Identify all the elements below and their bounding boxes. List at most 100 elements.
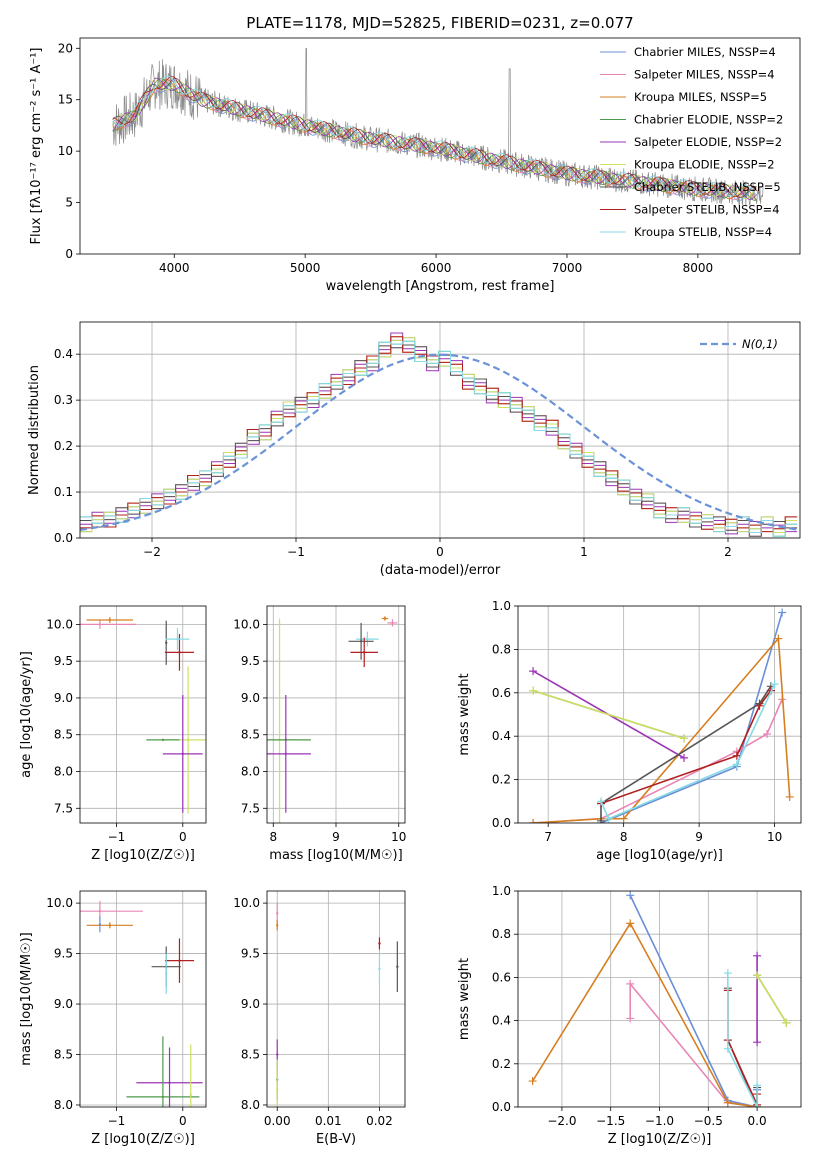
z-weight-xtick-label: 0.0 (748, 1114, 767, 1128)
z-age-ytick-label: 7.5 (54, 801, 73, 815)
weight-marker (619, 814, 628, 823)
residuals-xlabel: (data-model)/error (380, 563, 501, 578)
errorbar-point (363, 651, 366, 654)
spectrum-axes: 4000 5000 6000 7000 8000 0 5 10 15 20 wavelength [… (29, 37, 801, 294)
z-mass-xlabel: Z [log10(Z/Z☉)] (91, 1132, 195, 1147)
weight-marker (753, 1103, 762, 1107)
age-weight-xtick-label: 7 (544, 830, 552, 844)
spectrum-xtick-label: 8000 (683, 261, 714, 275)
spectrum-frame (79, 37, 801, 255)
weight-line-kroupa-miles (531, 921, 758, 1107)
weight-marker (774, 634, 783, 643)
errorbar-point (98, 909, 102, 913)
mass-age-ytick-label: 9.5 (241, 654, 260, 668)
ebv-mass-ytick-label: 8.0 (241, 1098, 260, 1112)
spectrum-model-salpeter-miles (112, 79, 758, 201)
errorbar-point (165, 641, 168, 644)
legend-label: Chabrier STELIB, NSSP=5 (634, 180, 781, 194)
z-age-ytick-label: 8.0 (54, 765, 73, 779)
z-mass-ytick-label: 9.0 (54, 997, 73, 1011)
z-age-plot-area (80, 606, 206, 823)
errorbar-point (161, 1095, 165, 1099)
errorbar-point (378, 942, 381, 945)
age-weight-plot-area (518, 606, 801, 823)
age-weight-xlabel: age [log10(age/yr)] (596, 848, 723, 863)
age-weight-ytick-label: 0.0 (492, 816, 511, 830)
spectrum-model-chabrier-miles (112, 80, 758, 202)
mass-age-plot-area (267, 606, 405, 823)
errorbar-point (378, 967, 381, 970)
errorbar-point (276, 924, 279, 927)
ebv-mass-frame (266, 890, 406, 1108)
ebv-mass-ytick-label: 9.5 (241, 947, 260, 961)
weight-marker (597, 797, 606, 806)
errorbar-point (178, 959, 181, 962)
weight-marker (529, 686, 538, 695)
z-age-ytick-label: 10.0 (46, 617, 73, 631)
weight-marker (770, 680, 779, 689)
z-weight-plot-area (518, 891, 801, 1107)
mass-age-ytick-label: 9.0 (241, 691, 260, 705)
errorbar-point (178, 651, 181, 654)
age-weight-axes: 7 8 9 10 0.0 0.2 0.4 0.6 0.8 1.0 age [log10(age/yr… (457, 599, 802, 863)
weight-marker (723, 1044, 732, 1053)
mass-age-ytick-label: 7.5 (241, 801, 260, 815)
age-weight-xtick-label: 10 (767, 830, 782, 844)
mass-age-ytick-label: 8.5 (241, 728, 260, 742)
weight-marker (604, 814, 613, 823)
spectrum-xtick-label: 5000 (290, 261, 321, 275)
residuals-ylabel: Normed distribution (27, 365, 42, 495)
z-mass-xtick-label: 0 (179, 1114, 187, 1128)
z-age-xtick-label: 0 (179, 830, 187, 844)
weight-marker (732, 760, 741, 769)
errorbar-point (98, 923, 102, 926)
z-weight-frame (517, 890, 802, 1108)
z-weight-ytick-label: 0.0 (492, 1100, 511, 1114)
errorbar-point (165, 972, 168, 975)
mass-age-xtick-label: 9 (332, 830, 340, 844)
weight-marker (753, 1038, 762, 1047)
z-age-ytick-label: 9.0 (54, 691, 73, 705)
residuals-xtick-label: −2 (143, 545, 161, 559)
z-weight-xtick-label: −2.0 (547, 1114, 576, 1128)
residuals-ytick-label: 0.3 (54, 393, 73, 407)
spectrum-xtick-label: 4000 (159, 261, 190, 275)
legend-label: Salpeter MILES, NSSP=4 (634, 68, 775, 82)
weight-marker (597, 816, 606, 823)
z-age-xtick-label: −1 (108, 830, 126, 844)
legend-label: N(0,1) (742, 337, 778, 351)
z-age-ylabel: age [log10(age/yr)] (19, 651, 34, 778)
weight-marker (529, 667, 538, 676)
mass-age-xtick-label: 10 (391, 830, 406, 844)
z-mass-xtick-label: −1 (108, 1114, 126, 1128)
mass-age-frame (266, 605, 406, 824)
z-mass-ytick-label: 8.5 (54, 1048, 73, 1062)
errorbar-point (186, 738, 190, 742)
age-weight-xtick-label: 8 (620, 830, 628, 844)
errorbar-point (168, 1081, 171, 1084)
weight-marker (529, 819, 538, 823)
errorbar-point (366, 637, 369, 641)
z-age-frame (79, 605, 207, 824)
legend-label: Chabrier MILES, NSSP=4 (634, 45, 776, 59)
spectrum-model-kroupa-elodie (112, 78, 758, 199)
z-age-axes: −1 0 7.5 8.0 8.5 9.0 9.5 10.0 Z [log10(Z/Z☉)] age… (19, 605, 207, 863)
legend-label: Salpeter STELIB, NSSP=4 (634, 203, 780, 217)
weight-line-kroupa-stelib (600, 683, 776, 820)
z-weight-ytick-label: 0.8 (492, 927, 511, 941)
spectrum-xlabel: wavelength [Angstrom, rest frame] (326, 279, 555, 294)
errorbar-point (284, 752, 288, 756)
weight-marker (626, 891, 635, 900)
weight-marker (778, 608, 787, 617)
age-weight-ytick-label: 0.6 (492, 686, 511, 700)
z-weight-xtick-label: −0.5 (694, 1114, 723, 1128)
weight-marker (753, 1081, 762, 1090)
weight-marker (753, 951, 762, 960)
spectrum-xtick-label: 7000 (552, 261, 583, 275)
z-mass-ytick-label: 9.5 (54, 947, 73, 961)
residuals-plot-area (80, 322, 800, 538)
weight-marker (723, 1098, 732, 1107)
mass-age-ytick-label: 10.0 (233, 617, 260, 631)
z-weight-axes: −2.0 −1.5 −1.0 −0.5 0.0 0.0 0.2 0.4 0.6 0.8 1.0 Z [… (457, 884, 802, 1147)
